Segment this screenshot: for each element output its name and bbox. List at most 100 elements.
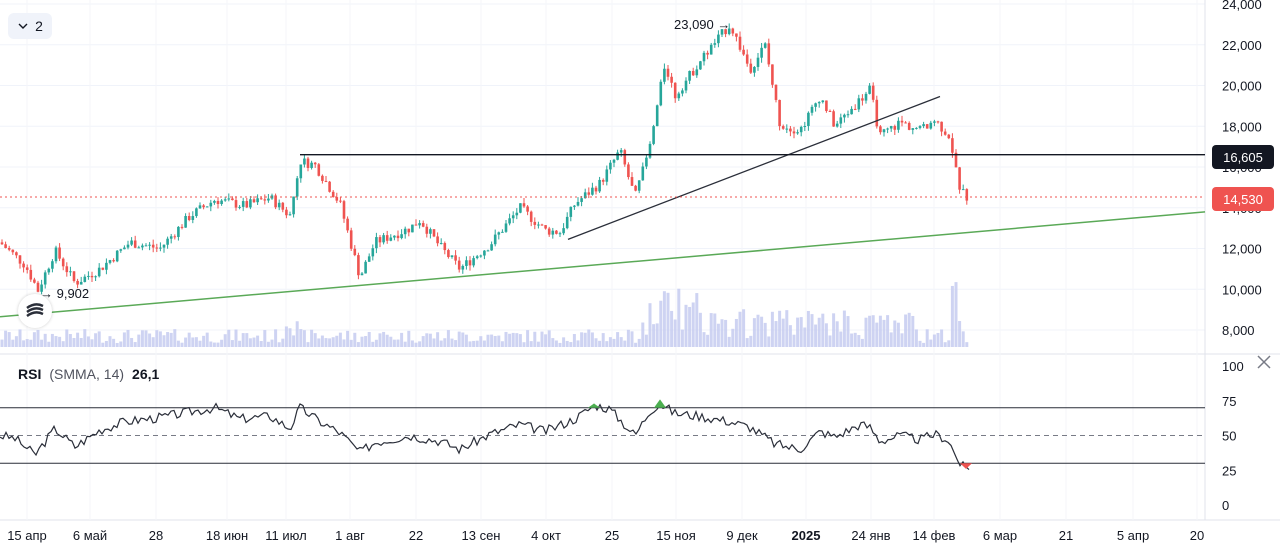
volume-bar — [158, 331, 162, 347]
rsi-legend[interactable]: RSI (SMMA, 14) 26,1 — [18, 366, 159, 382]
candle-body — [767, 43, 771, 65]
candle-body — [742, 49, 745, 55]
volume-bar — [698, 312, 702, 347]
volume-bar — [108, 336, 112, 347]
candle-body — [331, 191, 335, 198]
candle-body — [583, 192, 587, 199]
candle-body — [925, 124, 929, 129]
price-tick-label: 18,000 — [1222, 119, 1262, 134]
candle-body — [234, 200, 238, 208]
pane-collapse-button[interactable]: 2 — [8, 13, 52, 39]
volume-bar — [691, 302, 695, 347]
volume-bar — [929, 339, 933, 347]
volume-bar — [594, 338, 598, 347]
volume-bar — [126, 329, 130, 347]
candle-body — [155, 247, 159, 249]
candle-body — [666, 68, 670, 77]
time-tick-label: 25 — [605, 528, 619, 543]
volume-bar — [670, 310, 674, 347]
volume-bar — [882, 319, 886, 347]
volume-bar — [43, 333, 47, 347]
volume-bar — [79, 337, 83, 347]
time-tick-label: 28 — [149, 528, 163, 543]
volume-bar — [788, 325, 792, 347]
candle-body — [839, 117, 843, 124]
volume-bar — [832, 313, 836, 347]
candle-body — [515, 212, 519, 216]
candle-body — [339, 200, 342, 202]
volume-bar — [180, 342, 184, 347]
volume-bars — [0, 282, 969, 347]
volume-bar — [335, 335, 339, 347]
candle-body — [897, 120, 900, 130]
candle-body — [799, 126, 803, 133]
exchange-logo-icon[interactable] — [18, 294, 52, 328]
candle-body — [587, 192, 591, 195]
volume-bar — [922, 342, 926, 347]
volume-bar — [83, 329, 87, 347]
volume-bar — [695, 293, 699, 347]
volume-bar — [749, 335, 753, 347]
volume-bar — [799, 317, 803, 347]
candle-body — [245, 201, 249, 208]
candle-body — [522, 203, 526, 207]
candle-body — [857, 98, 861, 110]
candle-body — [87, 275, 90, 277]
volume-bar — [65, 329, 69, 347]
volume-bar — [562, 337, 566, 347]
volume-bar — [104, 340, 108, 347]
volume-bar — [565, 340, 569, 347]
volume-bar — [814, 324, 818, 347]
volume-bar — [950, 285, 954, 347]
volume-bar — [940, 329, 944, 347]
candle-body — [781, 126, 785, 129]
candle-body — [259, 198, 263, 200]
candle-body — [389, 237, 393, 241]
time-tick-label: 5 апр — [1117, 528, 1149, 543]
candle-body — [141, 245, 144, 248]
candle-body — [774, 84, 778, 100]
volume-bar — [731, 328, 735, 347]
candle-body — [724, 29, 727, 35]
candle-body — [29, 269, 33, 280]
candle-body — [630, 177, 634, 186]
candle-body — [43, 272, 47, 285]
volume-bar — [40, 339, 44, 347]
candle-body — [479, 255, 483, 257]
candle-body — [821, 100, 825, 103]
volume-bar — [76, 332, 80, 347]
volume-bar — [742, 309, 746, 347]
time-tick-label: 15 ноя — [656, 528, 696, 543]
candle-body — [414, 224, 418, 226]
volume-bar — [554, 340, 558, 347]
volume-bar — [36, 330, 40, 347]
candle-body — [205, 206, 209, 208]
volume-bar — [112, 338, 116, 347]
candle-body — [425, 226, 429, 234]
candle-body — [915, 127, 918, 129]
volume-bar — [522, 342, 526, 347]
volume-bar — [860, 338, 864, 347]
volume-bar — [616, 332, 620, 347]
candle-body — [396, 235, 400, 239]
volume-bar — [662, 291, 666, 347]
candle-body — [421, 223, 425, 227]
volume-bar — [688, 306, 692, 347]
candle-body — [385, 235, 389, 241]
candle-body — [61, 258, 65, 267]
volume-bar — [245, 333, 249, 347]
candle-body — [943, 131, 947, 135]
candle-body — [465, 260, 468, 266]
volume-bar — [727, 336, 731, 347]
candle-body — [493, 234, 497, 245]
volume-bar — [713, 313, 717, 347]
volume-bar — [824, 323, 828, 347]
candle-body — [753, 66, 756, 73]
candle-body — [324, 180, 328, 182]
rsi-oversold-fill — [960, 463, 972, 469]
close-icon[interactable] — [1255, 353, 1273, 371]
volume-bar — [738, 311, 742, 347]
candle-body — [504, 223, 508, 232]
candle-body — [601, 179, 605, 182]
